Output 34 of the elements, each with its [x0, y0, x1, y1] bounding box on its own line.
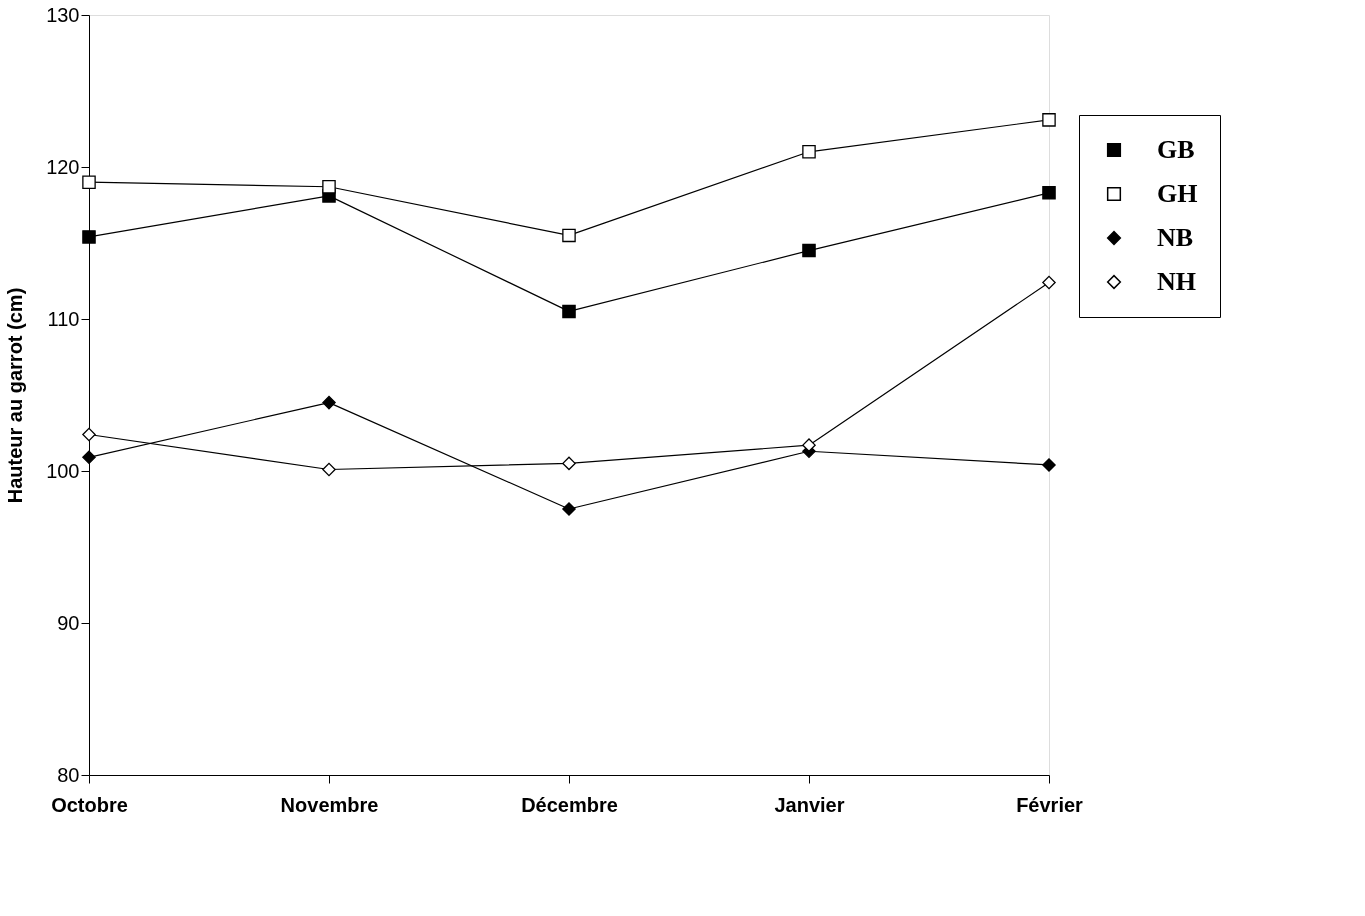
y-tick-label: 130: [46, 3, 80, 26]
point: [1042, 113, 1056, 127]
point: [562, 502, 576, 516]
y-tick-label: 80: [57, 763, 80, 786]
legend-label: GB: [1157, 135, 1195, 164]
y-tick-label: 90: [57, 611, 80, 634]
x-tick-label: Novembre: [280, 793, 379, 816]
point: [802, 145, 816, 159]
point: [322, 395, 336, 410]
point: [1042, 186, 1056, 200]
y-tick-label: 110: [47, 307, 80, 330]
legend-label: GH: [1157, 179, 1198, 208]
point: [802, 438, 816, 452]
legend-label: NB: [1157, 223, 1194, 252]
x-tick-label: Février: [1016, 793, 1084, 816]
y-tick-label: 100: [46, 459, 80, 482]
point: [1042, 458, 1056, 472]
point: [562, 304, 576, 319]
point: [322, 462, 336, 477]
point: [82, 427, 96, 442]
y-axis-title: Hauteur au garrot (cm): [4, 287, 27, 504]
point: [82, 450, 96, 465]
point: [802, 243, 816, 258]
x-tick-label: Janvier: [774, 793, 845, 816]
point: [1042, 275, 1056, 290]
point: [562, 228, 576, 243]
x-tick-label: Octobre: [51, 793, 128, 816]
point: [82, 175, 96, 189]
point: [82, 230, 96, 244]
x-tick-label: Décembre: [521, 793, 618, 816]
y-tick-label: 120: [46, 155, 80, 178]
legend-label: NH: [1157, 267, 1196, 296]
point: [562, 456, 576, 471]
point: [322, 179, 336, 194]
